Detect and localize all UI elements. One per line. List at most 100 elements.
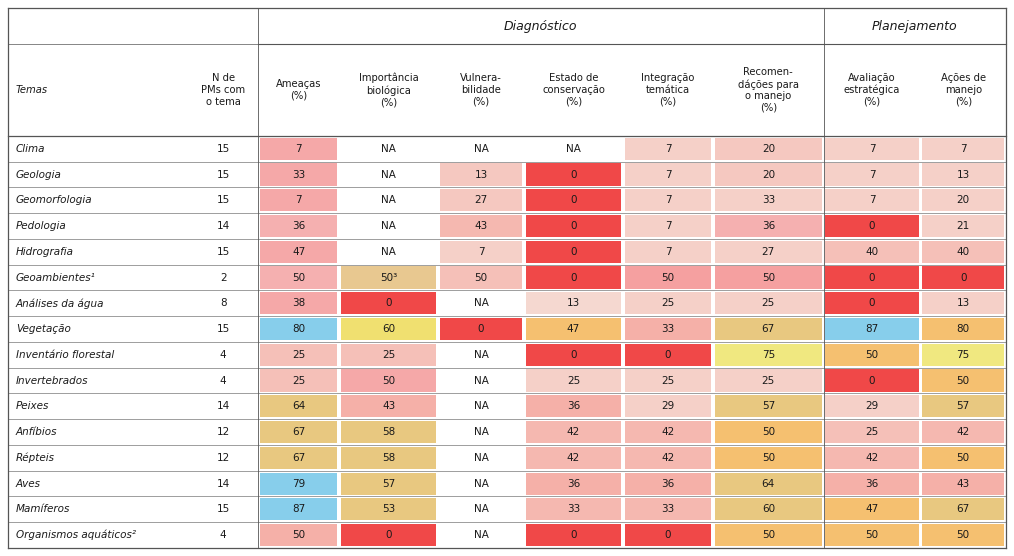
- Text: 0: 0: [869, 375, 875, 385]
- Bar: [625, 266, 712, 289]
- Bar: [625, 189, 712, 211]
- Bar: [825, 447, 919, 469]
- Text: 20: 20: [762, 170, 775, 180]
- Text: 0: 0: [869, 221, 875, 231]
- Text: 7: 7: [295, 195, 302, 205]
- Text: 50: 50: [865, 530, 878, 540]
- Text: 0: 0: [665, 350, 671, 360]
- Text: Recomen-
dáções para
o manejo
(%): Recomen- dáções para o manejo (%): [738, 67, 799, 113]
- Text: 36: 36: [567, 479, 580, 489]
- Text: 7: 7: [295, 144, 302, 154]
- Bar: [260, 370, 338, 391]
- Text: 29: 29: [661, 401, 674, 411]
- Bar: [922, 473, 1004, 495]
- Text: 50: 50: [956, 375, 969, 385]
- Text: Ações de
manejo
(%): Ações de manejo (%): [941, 73, 986, 107]
- Bar: [440, 163, 522, 186]
- Text: Integração
temática
(%): Integração temática (%): [642, 73, 695, 107]
- Bar: [922, 292, 1004, 314]
- Text: 15: 15: [217, 247, 230, 257]
- Text: 7: 7: [869, 144, 875, 154]
- Bar: [260, 524, 338, 546]
- Text: 40: 40: [865, 247, 878, 257]
- Text: 53: 53: [382, 504, 395, 514]
- Bar: [525, 447, 622, 469]
- Text: NA: NA: [474, 427, 489, 437]
- Text: 67: 67: [292, 453, 305, 463]
- Text: NA: NA: [474, 401, 489, 411]
- Bar: [922, 163, 1004, 186]
- Text: Importância
biológica
(%): Importância biológica (%): [359, 73, 419, 107]
- Text: 4: 4: [220, 530, 226, 540]
- Bar: [525, 266, 622, 289]
- Text: 50: 50: [762, 272, 775, 282]
- Bar: [922, 266, 1004, 289]
- Text: 0: 0: [570, 272, 577, 282]
- Bar: [625, 421, 712, 443]
- Bar: [715, 395, 821, 418]
- Bar: [341, 473, 436, 495]
- Bar: [715, 524, 821, 546]
- Text: 43: 43: [475, 221, 488, 231]
- Bar: [825, 370, 919, 391]
- Text: Planejamento: Planejamento: [872, 19, 957, 33]
- Text: 50: 50: [762, 427, 775, 437]
- Text: NA: NA: [474, 479, 489, 489]
- Bar: [260, 498, 338, 520]
- Text: NA: NA: [474, 144, 489, 154]
- Bar: [825, 524, 919, 546]
- Text: 15: 15: [217, 144, 230, 154]
- Bar: [715, 266, 821, 289]
- Bar: [922, 498, 1004, 520]
- Text: Análises da água: Análises da água: [16, 298, 104, 309]
- Text: Geoambientes¹: Geoambientes¹: [16, 272, 95, 282]
- Text: 50: 50: [956, 530, 969, 540]
- Text: N de
PMs com
o tema: N de PMs com o tema: [201, 73, 245, 107]
- Bar: [625, 215, 712, 237]
- Text: 0: 0: [570, 170, 577, 180]
- Bar: [825, 138, 919, 160]
- Text: 36: 36: [567, 401, 580, 411]
- Text: Clima: Clima: [16, 144, 46, 154]
- Bar: [715, 241, 821, 263]
- Bar: [825, 498, 919, 520]
- Bar: [715, 447, 821, 469]
- Text: 50: 50: [661, 272, 674, 282]
- Text: Peixes: Peixes: [16, 401, 50, 411]
- Bar: [715, 138, 821, 160]
- Bar: [922, 215, 1004, 237]
- Text: 50: 50: [762, 530, 775, 540]
- Bar: [625, 524, 712, 546]
- Bar: [260, 189, 338, 211]
- Text: 64: 64: [762, 479, 775, 489]
- Bar: [625, 473, 712, 495]
- Text: 15: 15: [217, 195, 230, 205]
- Bar: [260, 266, 338, 289]
- Text: NA: NA: [381, 195, 396, 205]
- Text: NA: NA: [381, 144, 396, 154]
- Text: 33: 33: [661, 324, 674, 334]
- Text: 7: 7: [665, 144, 671, 154]
- Bar: [825, 318, 919, 340]
- Bar: [825, 292, 919, 314]
- Bar: [260, 215, 338, 237]
- Text: 47: 47: [567, 324, 580, 334]
- Text: 27: 27: [475, 195, 488, 205]
- Bar: [825, 421, 919, 443]
- Text: 38: 38: [292, 299, 305, 309]
- Text: 36: 36: [865, 479, 878, 489]
- Text: 0: 0: [385, 530, 392, 540]
- Bar: [525, 370, 622, 391]
- Text: NA: NA: [381, 170, 396, 180]
- Bar: [440, 215, 522, 237]
- Text: 33: 33: [661, 504, 674, 514]
- Bar: [922, 447, 1004, 469]
- Bar: [922, 138, 1004, 160]
- Bar: [922, 241, 1004, 263]
- Text: 7: 7: [478, 247, 485, 257]
- Bar: [922, 189, 1004, 211]
- Bar: [260, 447, 338, 469]
- Bar: [440, 266, 522, 289]
- Text: 42: 42: [865, 453, 878, 463]
- Bar: [922, 344, 1004, 366]
